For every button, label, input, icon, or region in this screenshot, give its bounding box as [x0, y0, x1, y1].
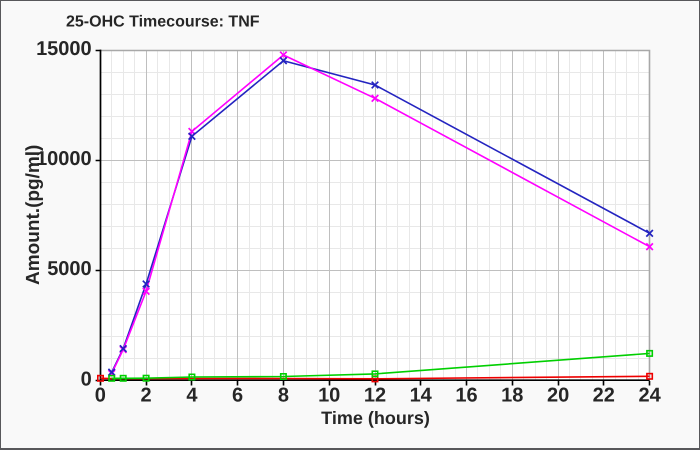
svg-text:25-OHC Timecourse: TNF: 25-OHC Timecourse: TNF — [66, 13, 260, 30]
svg-text:10: 10 — [318, 384, 340, 406]
svg-text:2: 2 — [141, 384, 152, 406]
svg-text:20: 20 — [547, 384, 569, 406]
svg-text:5000: 5000 — [47, 258, 92, 280]
svg-text:16: 16 — [455, 384, 477, 406]
svg-text:6: 6 — [232, 384, 243, 406]
svg-text:0: 0 — [95, 384, 106, 406]
svg-text:Time (hours): Time (hours) — [321, 408, 430, 428]
svg-text:8: 8 — [278, 384, 289, 406]
svg-text:15000: 15000 — [36, 38, 92, 60]
svg-text:Amount.(pg/ml): Amount.(pg/ml) — [23, 145, 44, 285]
svg-text:4: 4 — [186, 384, 198, 406]
svg-text:10000: 10000 — [36, 148, 92, 170]
svg-text:12: 12 — [364, 384, 386, 406]
svg-text:18: 18 — [501, 384, 523, 406]
svg-text:24: 24 — [638, 384, 661, 406]
svg-text:14: 14 — [410, 384, 433, 406]
svg-text:0: 0 — [81, 368, 92, 390]
svg-text:22: 22 — [593, 384, 615, 406]
